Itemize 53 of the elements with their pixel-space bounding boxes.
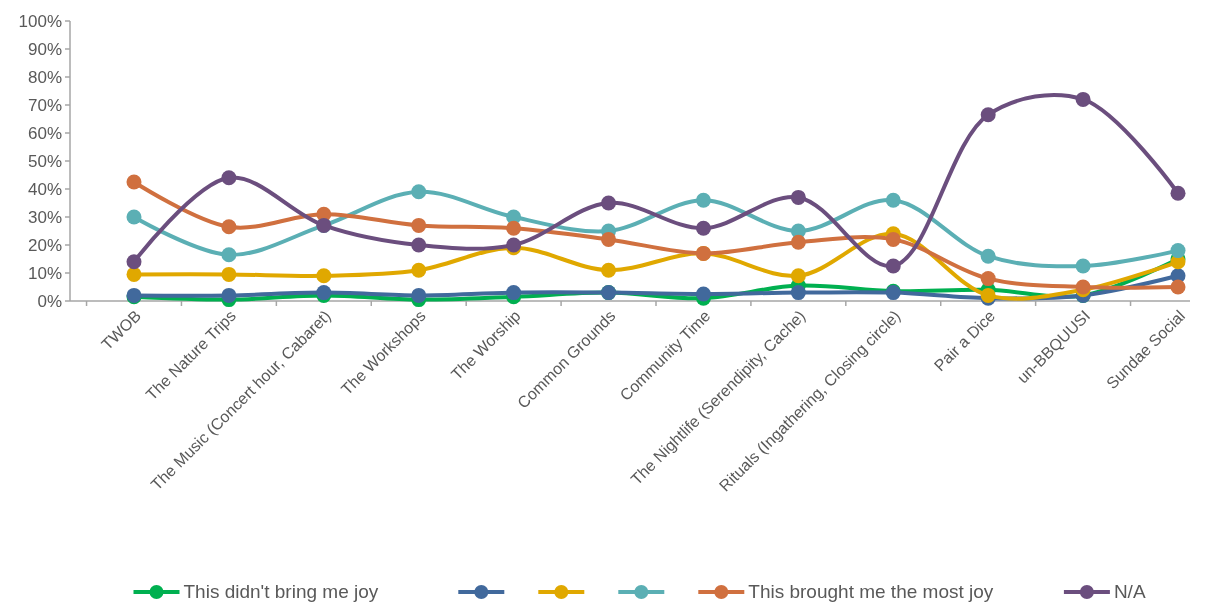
y-tick-label: 40% — [27, 179, 62, 199]
y-tick-label: 0% — [37, 291, 62, 311]
point — [411, 287, 427, 303]
point — [411, 237, 427, 253]
point — [885, 231, 901, 247]
point — [980, 107, 996, 123]
y-tick-label: 60% — [27, 123, 62, 143]
y-tick-label: 90% — [27, 39, 62, 59]
y-tick-label: 100% — [18, 11, 62, 31]
legend-label: This didn't bring me joy — [183, 581, 379, 602]
point — [601, 262, 617, 278]
y-tick-label: 50% — [27, 151, 62, 171]
point — [126, 266, 142, 282]
point — [790, 268, 806, 284]
point — [601, 195, 617, 211]
point — [1170, 185, 1186, 201]
legend-label: This brought me the most joy — [748, 581, 994, 602]
legend-label: N/A — [1113, 581, 1146, 602]
point — [126, 174, 142, 190]
point — [1170, 279, 1186, 295]
point — [885, 258, 901, 274]
y-tick-label: 30% — [27, 207, 62, 227]
point — [411, 184, 427, 200]
point — [506, 220, 522, 236]
point — [221, 170, 237, 186]
point — [980, 248, 996, 264]
point — [126, 209, 142, 225]
point — [980, 271, 996, 287]
point — [695, 286, 711, 302]
y-tick-label: 20% — [27, 235, 62, 255]
point — [695, 220, 711, 236]
point — [411, 262, 427, 278]
point — [695, 192, 711, 208]
point — [316, 268, 332, 284]
point — [411, 217, 427, 233]
point — [221, 287, 237, 303]
point — [126, 254, 142, 270]
point — [221, 266, 237, 282]
y-tick-label: 80% — [27, 67, 62, 87]
point — [885, 192, 901, 208]
point — [221, 219, 237, 235]
x-tick-label: Pair a Dice — [930, 306, 999, 375]
point — [790, 234, 806, 250]
y-tick-label: 10% — [27, 263, 62, 283]
point — [1075, 91, 1091, 107]
point — [790, 189, 806, 205]
point — [1075, 258, 1091, 274]
point — [506, 285, 522, 301]
point — [221, 247, 237, 263]
y-tick-label: 70% — [27, 95, 62, 115]
point — [601, 231, 617, 247]
point — [790, 285, 806, 301]
point — [1170, 243, 1186, 259]
